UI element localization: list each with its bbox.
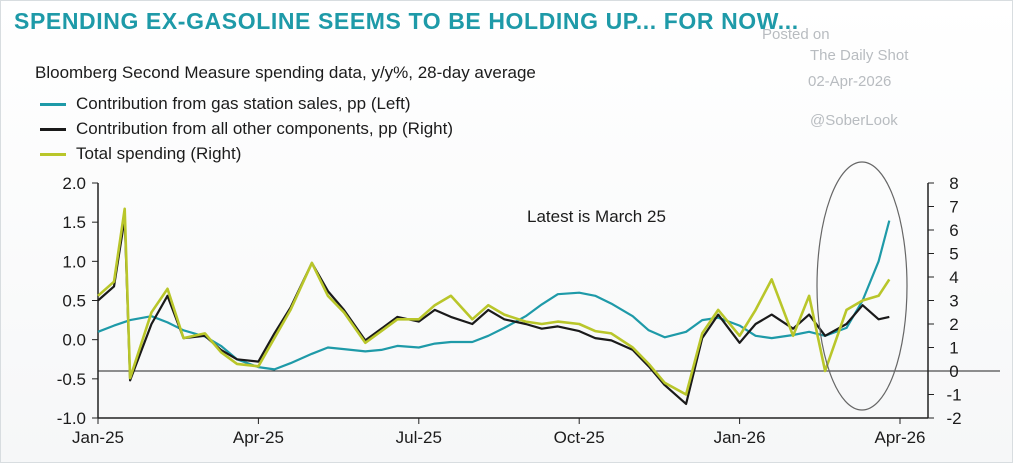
x-tick-label: Jan-26 xyxy=(714,428,766,447)
y-right-tick-label: 1 xyxy=(949,339,958,358)
y-left-tick-label: -1.0 xyxy=(57,409,86,428)
y-right-tick-label: 0 xyxy=(949,362,958,381)
series-line-other xyxy=(97,217,890,405)
watermark-source: The Daily Shot xyxy=(810,47,909,64)
y-right-tick-label: 5 xyxy=(949,245,958,264)
legend-item-gas: Contribution from gas station sales, pp … xyxy=(40,94,411,114)
legend-item-total: Total spending (Right) xyxy=(40,144,241,164)
legend-swatch-gas xyxy=(40,102,66,106)
y-left-tick-label: 1.0 xyxy=(62,252,86,271)
x-tick-label: Apr-25 xyxy=(233,428,284,447)
y-right-tick-label: 2 xyxy=(949,315,958,334)
watermark-handle: @SoberLook xyxy=(810,112,898,129)
y-right-tick-label: 3 xyxy=(949,292,958,311)
y-right-tick-label: -2 xyxy=(946,409,961,428)
series-line-gas xyxy=(97,220,891,371)
legend-label-total: Total spending (Right) xyxy=(76,144,242,163)
series-line-total xyxy=(97,207,891,396)
x-tick-label: Apr-26 xyxy=(874,428,925,447)
y-right-tick-label: 8 xyxy=(949,174,958,193)
y-left-tick-label: 1.5 xyxy=(62,213,86,232)
y-left-tick-label: 2.0 xyxy=(62,174,86,193)
y-left-tick-label: 0.0 xyxy=(62,331,86,350)
x-tick-label: Jul-25 xyxy=(396,428,442,447)
y-right-tick-label: 4 xyxy=(949,268,958,287)
legend-swatch-other xyxy=(40,127,66,131)
y-left-tick-label: -0.5 xyxy=(57,370,86,389)
watermark-posted: Posted on xyxy=(762,26,830,43)
legend-swatch-total xyxy=(40,152,66,156)
y-right-tick-label: -1 xyxy=(946,386,961,405)
y-left-tick-label: 0.5 xyxy=(62,292,86,311)
chart-subtitle: Bloomberg Second Measure spending data, … xyxy=(35,63,536,82)
x-tick-label: Jan-25 xyxy=(72,428,124,447)
y-right-tick-label: 7 xyxy=(949,198,958,217)
legend-label-other: Contribution from all other components, … xyxy=(76,119,454,138)
highlight-ellipse xyxy=(816,161,908,411)
legend-item-other: Contribution from all other components, … xyxy=(40,119,453,139)
legend-label-gas: Contribution from gas station sales, pp … xyxy=(76,94,411,113)
watermark-date: 02-Apr-2026 xyxy=(808,73,892,90)
annotation-latest: Latest is March 25 xyxy=(527,207,666,226)
x-tick-label: Oct-25 xyxy=(554,428,605,447)
chart-title: SPENDING EX-GASOLINE SEEMS TO BE HOLDING… xyxy=(14,8,799,34)
y-right-tick-label: 6 xyxy=(949,221,958,240)
